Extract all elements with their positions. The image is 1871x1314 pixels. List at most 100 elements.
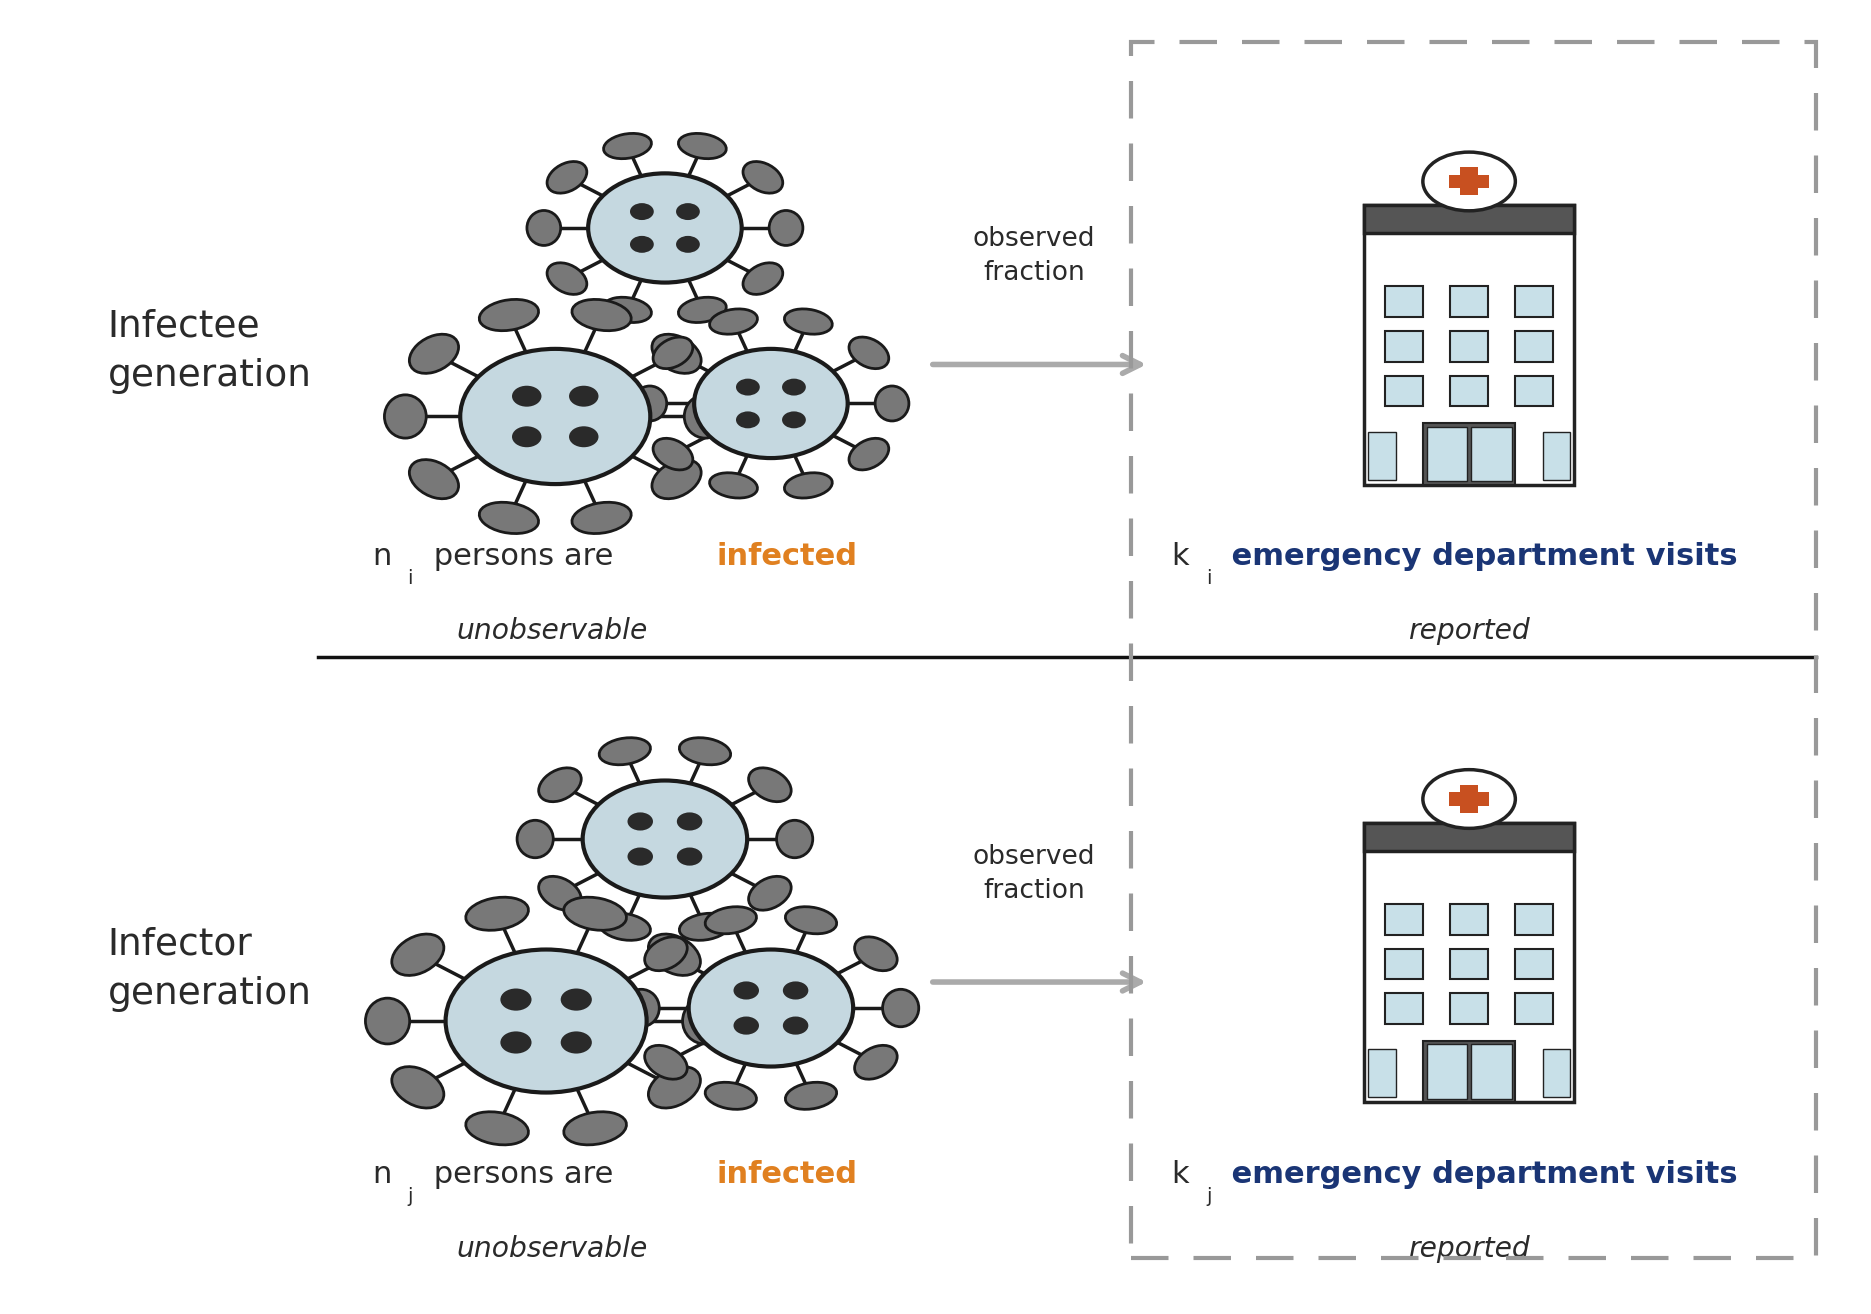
FancyBboxPatch shape [1450, 904, 1487, 934]
FancyBboxPatch shape [1364, 205, 1574, 233]
Circle shape [627, 812, 653, 830]
Circle shape [675, 204, 700, 219]
Ellipse shape [649, 1067, 700, 1108]
FancyBboxPatch shape [1385, 949, 1422, 979]
Circle shape [500, 1031, 531, 1054]
Ellipse shape [573, 300, 631, 331]
Ellipse shape [651, 460, 702, 499]
Text: emergency department visits: emergency department visits [1220, 543, 1736, 572]
FancyBboxPatch shape [1516, 286, 1553, 317]
Ellipse shape [743, 162, 782, 193]
Text: i: i [408, 569, 413, 589]
Circle shape [677, 848, 702, 866]
Circle shape [782, 1017, 808, 1034]
Ellipse shape [479, 300, 539, 331]
Ellipse shape [705, 907, 756, 934]
Ellipse shape [384, 394, 427, 438]
FancyBboxPatch shape [1426, 1045, 1467, 1099]
FancyBboxPatch shape [1544, 1050, 1570, 1097]
Ellipse shape [679, 913, 732, 941]
FancyBboxPatch shape [1385, 286, 1422, 317]
FancyBboxPatch shape [1450, 331, 1487, 361]
Text: persons are: persons are [423, 543, 623, 572]
Ellipse shape [855, 937, 898, 971]
Text: j: j [1207, 1187, 1211, 1206]
FancyBboxPatch shape [1385, 331, 1422, 361]
Ellipse shape [365, 999, 410, 1043]
Ellipse shape [410, 460, 458, 499]
Text: i: i [1207, 569, 1211, 589]
Text: observed
fraction: observed fraction [973, 226, 1095, 286]
Circle shape [569, 426, 599, 447]
Circle shape [735, 411, 760, 428]
Ellipse shape [563, 897, 627, 930]
Circle shape [627, 848, 653, 866]
FancyBboxPatch shape [1422, 423, 1516, 485]
FancyBboxPatch shape [1368, 432, 1396, 480]
FancyBboxPatch shape [1544, 432, 1570, 480]
Ellipse shape [410, 334, 458, 373]
FancyBboxPatch shape [1516, 331, 1553, 361]
Text: n: n [372, 1160, 391, 1189]
Circle shape [782, 982, 808, 1000]
Circle shape [733, 1017, 760, 1034]
Text: n: n [372, 543, 391, 572]
Ellipse shape [683, 999, 726, 1043]
Ellipse shape [776, 820, 812, 858]
Ellipse shape [623, 989, 659, 1026]
Circle shape [561, 1031, 591, 1054]
Circle shape [569, 386, 599, 406]
Text: Infectee
generation: Infectee generation [107, 309, 311, 394]
FancyBboxPatch shape [1450, 993, 1487, 1024]
Text: infected: infected [717, 543, 857, 572]
Ellipse shape [743, 263, 782, 294]
Circle shape [689, 950, 853, 1067]
Text: j: j [408, 1187, 413, 1206]
Circle shape [677, 812, 702, 830]
FancyBboxPatch shape [1516, 949, 1553, 979]
FancyBboxPatch shape [1450, 949, 1487, 979]
FancyBboxPatch shape [1385, 904, 1422, 934]
Ellipse shape [883, 989, 919, 1026]
Circle shape [513, 386, 541, 406]
Circle shape [782, 378, 806, 396]
Text: unobservable: unobservable [457, 618, 647, 645]
Ellipse shape [599, 737, 651, 765]
Circle shape [675, 237, 700, 252]
Text: persons are: persons are [423, 1160, 623, 1189]
Circle shape [735, 378, 760, 396]
Text: reported: reported [1409, 618, 1530, 645]
Text: observed
fraction: observed fraction [973, 844, 1095, 904]
Ellipse shape [546, 162, 587, 193]
Ellipse shape [705, 1083, 756, 1109]
Ellipse shape [849, 439, 889, 470]
Circle shape [500, 988, 531, 1010]
FancyBboxPatch shape [1426, 427, 1467, 481]
Text: k: k [1171, 543, 1188, 572]
Circle shape [733, 982, 760, 1000]
Ellipse shape [539, 876, 582, 911]
Ellipse shape [748, 767, 791, 802]
Text: emergency department visits: emergency department visits [1220, 1160, 1736, 1189]
Circle shape [582, 781, 747, 897]
Ellipse shape [632, 386, 666, 420]
Circle shape [460, 350, 651, 484]
Circle shape [631, 204, 653, 219]
Ellipse shape [573, 502, 631, 533]
Ellipse shape [709, 473, 758, 498]
Ellipse shape [786, 907, 836, 934]
Ellipse shape [466, 897, 528, 930]
FancyBboxPatch shape [1450, 175, 1489, 188]
Ellipse shape [604, 134, 651, 159]
Circle shape [631, 237, 653, 252]
FancyBboxPatch shape [1368, 1050, 1396, 1097]
FancyBboxPatch shape [1364, 205, 1574, 485]
Ellipse shape [604, 297, 651, 322]
Circle shape [513, 426, 541, 447]
Text: unobservable: unobservable [457, 1235, 647, 1263]
FancyBboxPatch shape [1471, 1045, 1512, 1099]
Ellipse shape [653, 439, 692, 470]
Circle shape [782, 411, 806, 428]
Text: Infector
generation: Infector generation [107, 926, 311, 1012]
Ellipse shape [391, 1067, 443, 1108]
